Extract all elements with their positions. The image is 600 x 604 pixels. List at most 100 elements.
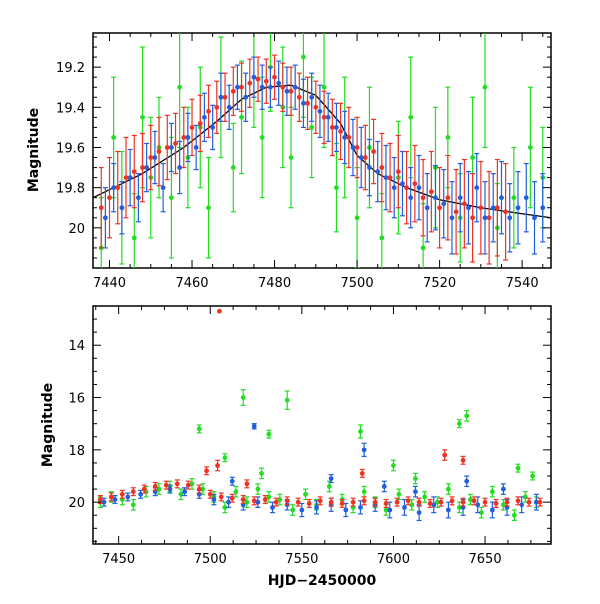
data-point: [131, 169, 137, 174]
data-point: [144, 165, 150, 170]
data-point: [156, 149, 162, 154]
top-panel-frame: [92, 32, 552, 269]
data-point: [301, 54, 306, 60]
data-point: [263, 78, 269, 84]
data-point: [189, 125, 195, 130]
data-point: [181, 135, 187, 140]
data-point: [177, 165, 183, 170]
data-point: [489, 489, 495, 495]
data-point: [125, 494, 131, 500]
data-point: [474, 185, 480, 191]
data-point: [130, 502, 136, 508]
data-point: [490, 205, 496, 211]
data-point: [276, 80, 282, 86]
data-point: [272, 74, 277, 80]
data-point: [408, 114, 414, 120]
data-point: [394, 499, 400, 505]
data-point: [317, 108, 323, 114]
data-point: [229, 495, 235, 501]
data-point: [464, 413, 470, 419]
data-point: [328, 476, 334, 482]
data-point: [499, 195, 504, 201]
data-point: [464, 478, 470, 484]
data-point: [537, 499, 543, 505]
data-point: [441, 201, 447, 207]
data-point: [445, 135, 451, 140]
data-point: [515, 205, 521, 211]
data-point: [259, 84, 265, 90]
fit-curve: [93, 84, 551, 219]
data-point: [305, 100, 310, 106]
data-point: [437, 205, 442, 211]
data-point: [471, 498, 477, 504]
data-point: [334, 185, 339, 191]
data-point: [204, 468, 209, 474]
data-point: [259, 135, 265, 140]
data-point: [424, 205, 430, 211]
data-point: [173, 141, 178, 146]
data-point: [470, 215, 476, 221]
data-point: [482, 84, 488, 90]
bottom-panel-ylabel: Magnitude: [40, 383, 56, 467]
data-point: [383, 507, 389, 513]
data-point: [460, 457, 466, 463]
x-tick-label: 7460: [175, 276, 208, 291]
data-point: [230, 165, 236, 170]
series-2: [101, 423, 539, 522]
data-point: [102, 215, 108, 221]
data-point: [273, 499, 279, 505]
data-point: [229, 478, 235, 484]
y-tick-label: 18: [68, 444, 85, 459]
data-point: [343, 507, 349, 513]
series-3: [97, 308, 543, 508]
data-point: [259, 470, 264, 476]
data-point: [284, 88, 290, 94]
data-point: [461, 201, 467, 207]
data-point: [177, 84, 183, 90]
data-point: [409, 502, 415, 508]
data-point: [446, 507, 451, 513]
top-panel: Magnitude 7440 7460 7480 7500 7520 7540 19.2 19…: [26, 32, 552, 291]
data-point: [387, 175, 393, 181]
data-point: [526, 499, 532, 505]
data-point: [280, 84, 286, 90]
x-tick-label: 7500: [194, 552, 227, 567]
data-point: [338, 129, 343, 134]
data-point: [475, 502, 481, 508]
data-point: [301, 100, 306, 106]
data-point: [405, 498, 411, 504]
data-point: [295, 499, 301, 505]
data-point: [313, 104, 319, 110]
data-point: [342, 135, 348, 140]
data-point: [408, 195, 414, 201]
data-point: [292, 84, 298, 90]
data-point: [507, 215, 513, 221]
data-point: [214, 104, 220, 110]
data-layer: [97, 308, 543, 522]
series-2: [102, 56, 546, 255]
data-point: [164, 145, 170, 150]
y-tick-label: 19.6: [56, 141, 85, 156]
data-point: [504, 499, 510, 505]
data-point: [240, 497, 246, 502]
data-point: [321, 114, 327, 120]
data-point: [533, 499, 539, 505]
x-tick-label: 7450: [102, 552, 135, 567]
data-point: [288, 88, 294, 94]
data-point: [185, 482, 191, 488]
data-point: [416, 185, 422, 191]
data-point: [383, 175, 389, 181]
data-point: [478, 510, 484, 516]
data-point: [152, 484, 158, 489]
data-point: [135, 195, 141, 201]
data-point: [391, 185, 397, 191]
data-point: [207, 491, 213, 497]
data-point: [222, 455, 228, 461]
data-point: [449, 498, 455, 504]
data-point: [193, 145, 199, 150]
data-point: [428, 189, 434, 195]
data-point: [185, 135, 191, 140]
data-point: [511, 195, 517, 201]
data-point: [107, 195, 112, 201]
